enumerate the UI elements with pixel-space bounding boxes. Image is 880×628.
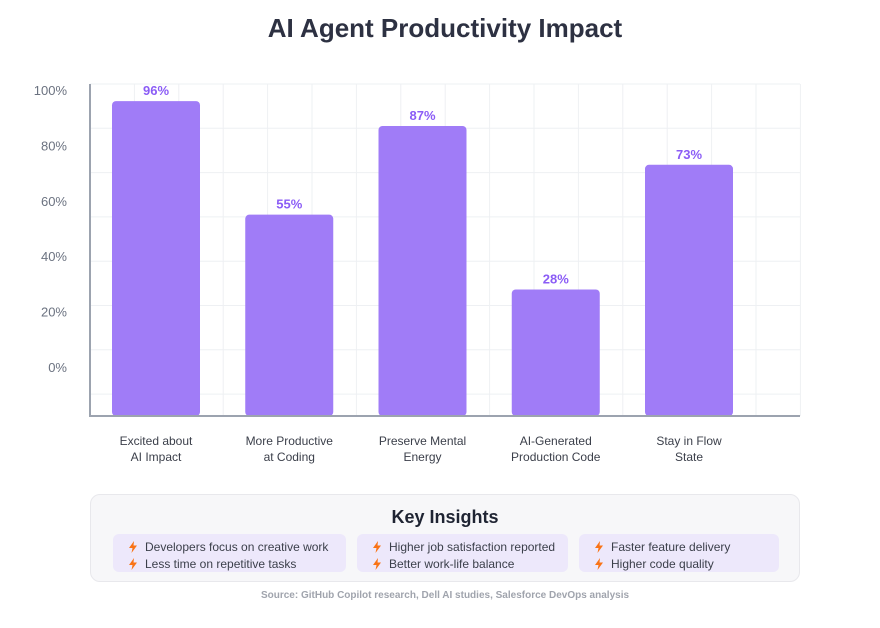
bar-chart: 100% 80% 60% 40% 20% 0% 96% 55% 87% 28% 73% Excit… — [34, 83, 801, 464]
x-axis-labels: Excited about AI Impact More Productive at … — [120, 434, 722, 464]
x-category-label: AI Impact — [131, 450, 182, 464]
bar-value-label: 55% — [276, 197, 302, 212]
insight-item: Faster feature delivery — [593, 538, 779, 555]
insight-text: Less time on repetitive tasks — [145, 556, 297, 571]
insight-text: Higher code quality — [611, 556, 714, 571]
insight-item: Higher job satisfaction reported — [371, 538, 568, 555]
y-axis-ticks: 100% 80% 60% 40% 20% 0% — [34, 83, 68, 375]
insight-group-3: Faster feature delivery Higher code qual… — [579, 534, 779, 572]
x-category-label: Preserve Mental — [379, 434, 466, 448]
x-category-label: State — [675, 450, 703, 464]
lightning-bolt-icon — [129, 540, 137, 553]
bar — [378, 126, 467, 416]
y-tick-label: 0% — [48, 360, 67, 375]
lightning-bolt-icon — [129, 557, 137, 570]
x-category-label: More Productive — [246, 434, 334, 448]
lightning-bolt-icon — [595, 557, 603, 570]
insight-group-2: Higher job satisfaction reported Better … — [357, 534, 568, 572]
insight-text: Developers focus on creative work — [145, 539, 329, 554]
y-tick-label: 40% — [41, 249, 67, 264]
x-category-label: at Coding — [264, 450, 315, 464]
bar — [112, 101, 200, 416]
y-tick-label: 60% — [41, 194, 67, 209]
insight-item: Better work-life balance — [371, 555, 568, 572]
lightning-bolt-icon — [595, 540, 603, 553]
y-tick-label: 80% — [41, 138, 67, 153]
x-category-label: Energy — [403, 450, 441, 464]
y-tick-label: 100% — [34, 83, 68, 98]
bar-value-label: 87% — [409, 108, 435, 123]
insight-item: Less time on repetitive tasks — [127, 555, 346, 572]
insight-group-1: Developers focus on creative work Less t… — [113, 534, 346, 572]
lightning-bolt-icon — [373, 540, 381, 553]
y-tick-label: 20% — [41, 305, 67, 320]
x-category-label: Production Code — [511, 450, 601, 464]
insights-title: Key Insights — [391, 507, 499, 527]
insight-text: Faster feature delivery — [611, 539, 731, 554]
source-note: Source: GitHub Copilot research, Dell AI… — [260, 590, 630, 601]
insight-text: Higher job satisfaction reported — [389, 539, 556, 554]
insight-item: Higher code quality — [593, 555, 779, 572]
bar-value-label: 96% — [143, 83, 169, 98]
x-category-label: AI-Generated — [520, 434, 592, 448]
bar — [645, 164, 733, 416]
x-category-label: Stay in Flow — [656, 434, 722, 448]
insight-item: Developers focus on creative work — [127, 538, 346, 555]
bar-value-label: 73% — [676, 147, 702, 162]
key-insights-panel: Key Insights Developers focus on creativ… — [90, 494, 800, 582]
bar-value-label: 28% — [543, 271, 569, 286]
insight-text: Better work-life balance — [389, 556, 515, 571]
bar — [511, 289, 600, 416]
chart-title: AI Agent Productivity Impact — [267, 13, 623, 43]
bar — [245, 214, 334, 416]
bar-series: 96% 55% 87% 28% 73% — [112, 83, 733, 416]
x-category-label: Excited about — [120, 434, 193, 448]
lightning-bolt-icon — [373, 557, 381, 570]
